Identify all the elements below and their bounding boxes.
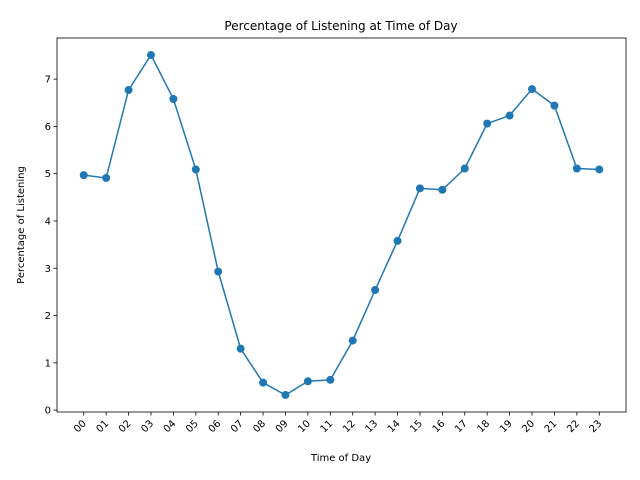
data-point: [326, 375, 335, 384]
data-point: [281, 390, 290, 399]
data-point: [528, 85, 537, 94]
data-point: [483, 119, 492, 128]
y-tick-label: 4: [45, 216, 51, 227]
x-axis-label: Time of Day: [310, 453, 371, 464]
data-point: [393, 236, 402, 245]
data-point: [550, 101, 559, 110]
y-tick-label: 7: [45, 75, 51, 86]
data-point: [303, 377, 312, 386]
data-point: [505, 111, 514, 120]
data-point: [415, 184, 424, 193]
data-point: [214, 267, 223, 276]
series-line: [83, 53, 600, 396]
data-point: [79, 171, 88, 180]
data-point: [191, 165, 200, 174]
chart-title: Percentage of Listening at Time of Day: [224, 19, 457, 33]
data-point: [102, 173, 111, 182]
y-tick-label: 6: [45, 122, 51, 133]
y-tick-label: 5: [45, 169, 51, 180]
data-point: [124, 86, 133, 95]
data-point: [371, 286, 380, 295]
data-point: [169, 94, 178, 103]
data-point: [259, 378, 268, 387]
data-point: [236, 344, 245, 353]
y-tick-label: 3: [45, 264, 51, 275]
y-axis-label: Percentage of Listening: [16, 166, 27, 284]
y-tick-label: 1: [45, 358, 51, 369]
y-axis: 0 1 2 3 4 5 6 7: [45, 75, 57, 417]
y-tick-label: 0: [45, 406, 51, 417]
data-point: [572, 164, 581, 173]
data-point: [460, 164, 469, 173]
y-tick-label: 2: [45, 311, 51, 322]
data-point: [348, 336, 357, 345]
plot-area: [57, 38, 626, 412]
series-layer: [79, 51, 604, 399]
data-point: [146, 51, 155, 60]
data-point: [438, 185, 447, 194]
data-point: [595, 165, 604, 174]
plot-frame: [56, 37, 627, 413]
